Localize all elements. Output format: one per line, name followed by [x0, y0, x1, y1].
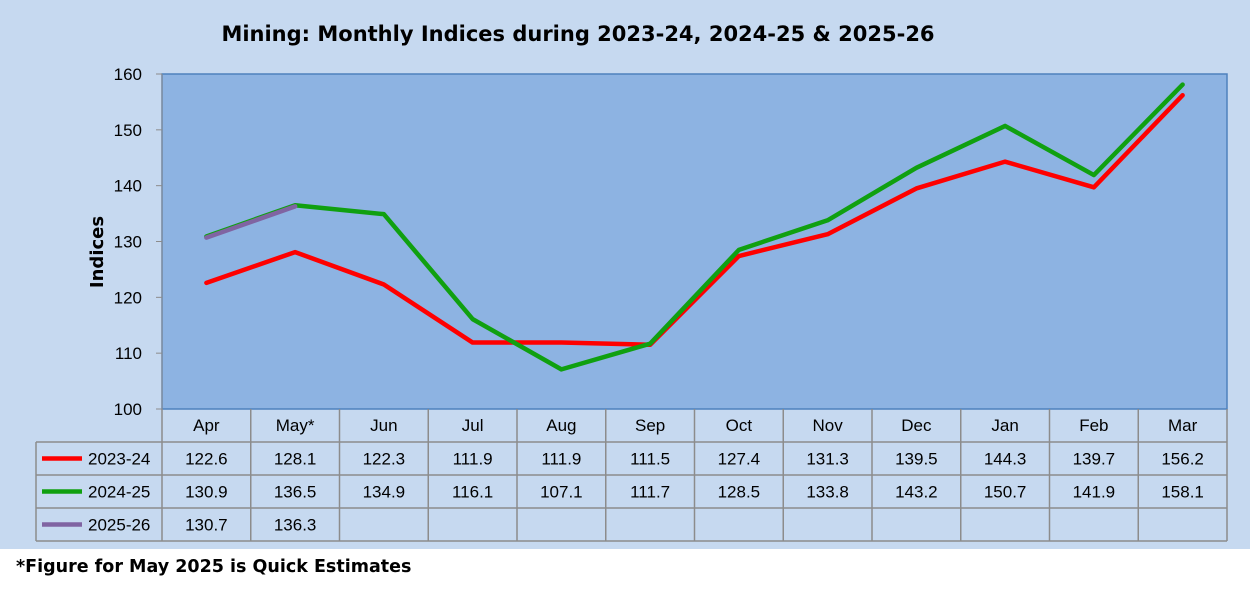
table-cell-value: 144.3 — [984, 450, 1027, 469]
y-tick-label: 120 — [114, 288, 142, 307]
table-cell-value: 111.9 — [453, 450, 493, 469]
table-cell-value: 111.9 — [541, 450, 581, 469]
table-cell-value: 111.7 — [630, 483, 670, 502]
table-cell-value: 131.3 — [806, 450, 849, 469]
table-cell-value: 130.7 — [185, 516, 228, 535]
x-category-label: Apr — [193, 416, 220, 435]
y-tick-label: 110 — [115, 344, 142, 363]
legend-label: 2023-24 — [88, 450, 150, 469]
table-cell-value: 107.1 — [540, 483, 583, 502]
x-category-label: Mar — [1168, 416, 1198, 435]
table-cell-value: 143.2 — [895, 483, 938, 502]
line-chart: 100 110 120 130 140 150 160 Indices Apr May* Jun Ju… — [35, 65, 1228, 542]
table-cell-value: 134.9 — [363, 483, 406, 502]
plot-area — [161, 73, 1228, 410]
table-cell-value: 156.2 — [1161, 450, 1204, 469]
chart-title: Mining: Monthly Indices during 2023-24, … — [221, 22, 935, 46]
x-category-label: Dec — [901, 416, 932, 435]
x-category-label: Oct — [726, 416, 753, 435]
y-tick-label: 140 — [114, 177, 142, 196]
table-cell-value: 136.3 — [274, 516, 317, 535]
y-tick-label: 100 — [114, 400, 142, 419]
y-axis-title: Indices — [87, 216, 108, 288]
x-category-label: Aug — [546, 416, 576, 435]
table-cell-value: 127.4 — [718, 450, 761, 469]
table-cell-value: 141.9 — [1073, 483, 1116, 502]
table-cell-value: 130.9 — [185, 483, 228, 502]
x-category-label: Nov — [813, 416, 844, 435]
table-cell-value: 139.7 — [1073, 450, 1116, 469]
table-cell-value: 150.7 — [984, 483, 1027, 502]
x-category-label: Jul — [462, 416, 484, 435]
table-cell-value: 158.1 — [1161, 483, 1204, 502]
table-cell-value: 116.1 — [452, 483, 493, 502]
table-cell-value: 128.1 — [274, 450, 317, 469]
footnote: *Figure for May 2025 is Quick Estimates — [16, 557, 412, 577]
y-tick-label: 160 — [114, 65, 142, 84]
y-tick-label: 150 — [114, 121, 142, 140]
series-line-2023-24 — [204, 92, 1185, 348]
table-cell-value: 136.5 — [274, 483, 317, 502]
table-cell-value: 122.3 — [363, 450, 406, 469]
y-tick-label: 130 — [114, 233, 142, 252]
x-category-label: Sep — [635, 416, 665, 435]
x-category-label: Feb — [1079, 416, 1108, 435]
series-line-2025-26 — [204, 204, 298, 240]
legend-label: 2025-26 — [88, 516, 150, 535]
x-category-label: Jun — [370, 416, 397, 435]
table-cell-value: 139.5 — [895, 450, 938, 469]
table-cell-value: 128.5 — [718, 483, 761, 502]
table-cell-value: 133.8 — [806, 483, 849, 502]
series-line-2024-25 — [204, 82, 1185, 372]
table-cell-value: 111.5 — [630, 450, 670, 469]
legend-label: 2024-25 — [88, 483, 150, 502]
table-cell-value: 122.6 — [185, 450, 228, 469]
x-category-label: Jan — [991, 416, 1018, 435]
x-category-label: May* — [276, 416, 315, 435]
